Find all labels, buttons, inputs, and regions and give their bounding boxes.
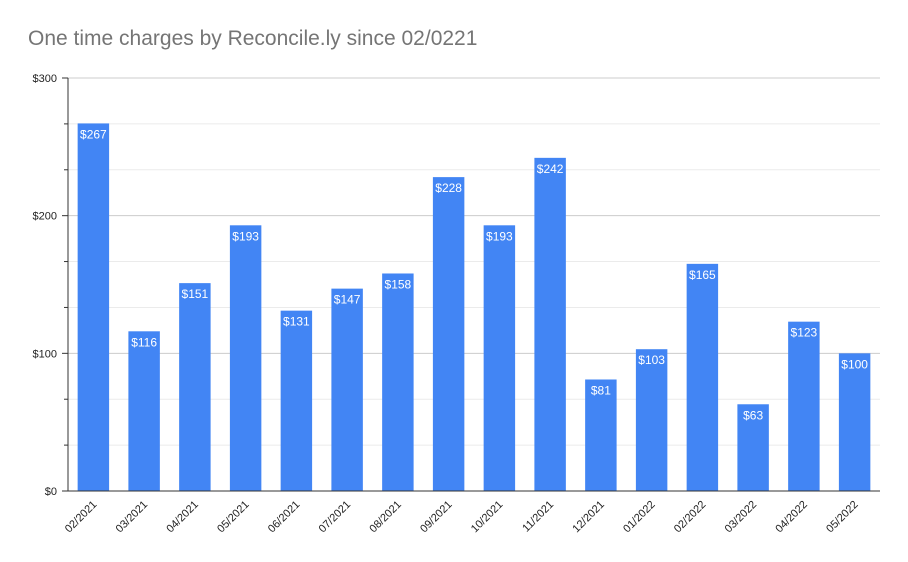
bar-data-label: $123 [791, 326, 818, 340]
bar [788, 321, 820, 491]
bar-data-label: $103 [638, 353, 665, 367]
bar [331, 288, 363, 491]
bar-data-label: $131 [283, 315, 310, 329]
x-tick-label: 10/2021 [469, 499, 506, 536]
bar [229, 225, 262, 491]
bar-data-label: $147 [334, 293, 361, 307]
bar-data-label: $242 [537, 162, 564, 176]
bar-data-label: $158 [385, 277, 412, 291]
x-tick-label: 06/2021 [266, 499, 303, 536]
x-tick-label: 05/2021 [215, 499, 252, 536]
bar [737, 404, 769, 491]
x-tick-label: 11/2021 [520, 499, 556, 535]
bar [534, 157, 566, 491]
bar [838, 353, 871, 491]
chart-title: One time charges by Reconcile.ly since 0… [28, 27, 478, 50]
x-tick-label: 02/2022 [672, 499, 709, 536]
x-tick-label: 07/2021 [317, 499, 354, 536]
bar-data-label: $151 [182, 287, 209, 301]
bar-data-label: $81 [591, 383, 611, 397]
bar [128, 331, 160, 491]
x-tick-label: 02/2021 [63, 499, 100, 536]
bar [77, 123, 110, 492]
x-tick-label: 03/2021 [114, 499, 151, 536]
bar-data-label: $193 [232, 229, 259, 243]
bar-data-label: $267 [80, 127, 107, 141]
y-tick-label: $300 [33, 73, 57, 85]
bar [585, 379, 617, 491]
bar [179, 283, 211, 491]
y-tick-label: $200 [33, 211, 57, 223]
bar-data-label: $228 [435, 181, 462, 195]
x-tick-label: 08/2021 [367, 499, 404, 536]
grid-lines [68, 77, 880, 446]
data-labels: $267 $116 $151 $193 $131 $147 $158 $228 $193 $242… [80, 127, 868, 422]
x-tick-label: 05/2022 [824, 499, 861, 536]
bars [77, 123, 871, 492]
bar [382, 273, 414, 491]
x-tick-label: 03/2022 [723, 499, 760, 536]
bar [686, 263, 719, 491]
x-tick-label: 09/2021 [418, 499, 455, 536]
bar [432, 177, 465, 491]
y-tick-label: $100 [33, 348, 57, 360]
bar [635, 349, 668, 491]
bar-data-label: $100 [841, 357, 868, 371]
bar [280, 310, 313, 491]
bar [483, 225, 516, 491]
y-tick-label: $0 [45, 486, 57, 498]
bar-data-label: $63 [743, 408, 763, 422]
bar-data-label: $165 [689, 268, 716, 282]
bar-data-label: $116 [131, 335, 157, 349]
x-tick-label: 12/2021 [570, 499, 607, 536]
x-tick-label: 04/2022 [773, 499, 810, 536]
x-tick-label: 04/2021 [164, 499, 201, 536]
bar-data-label: $193 [486, 229, 513, 243]
x-tick-label: 01/2022 [621, 499, 658, 536]
